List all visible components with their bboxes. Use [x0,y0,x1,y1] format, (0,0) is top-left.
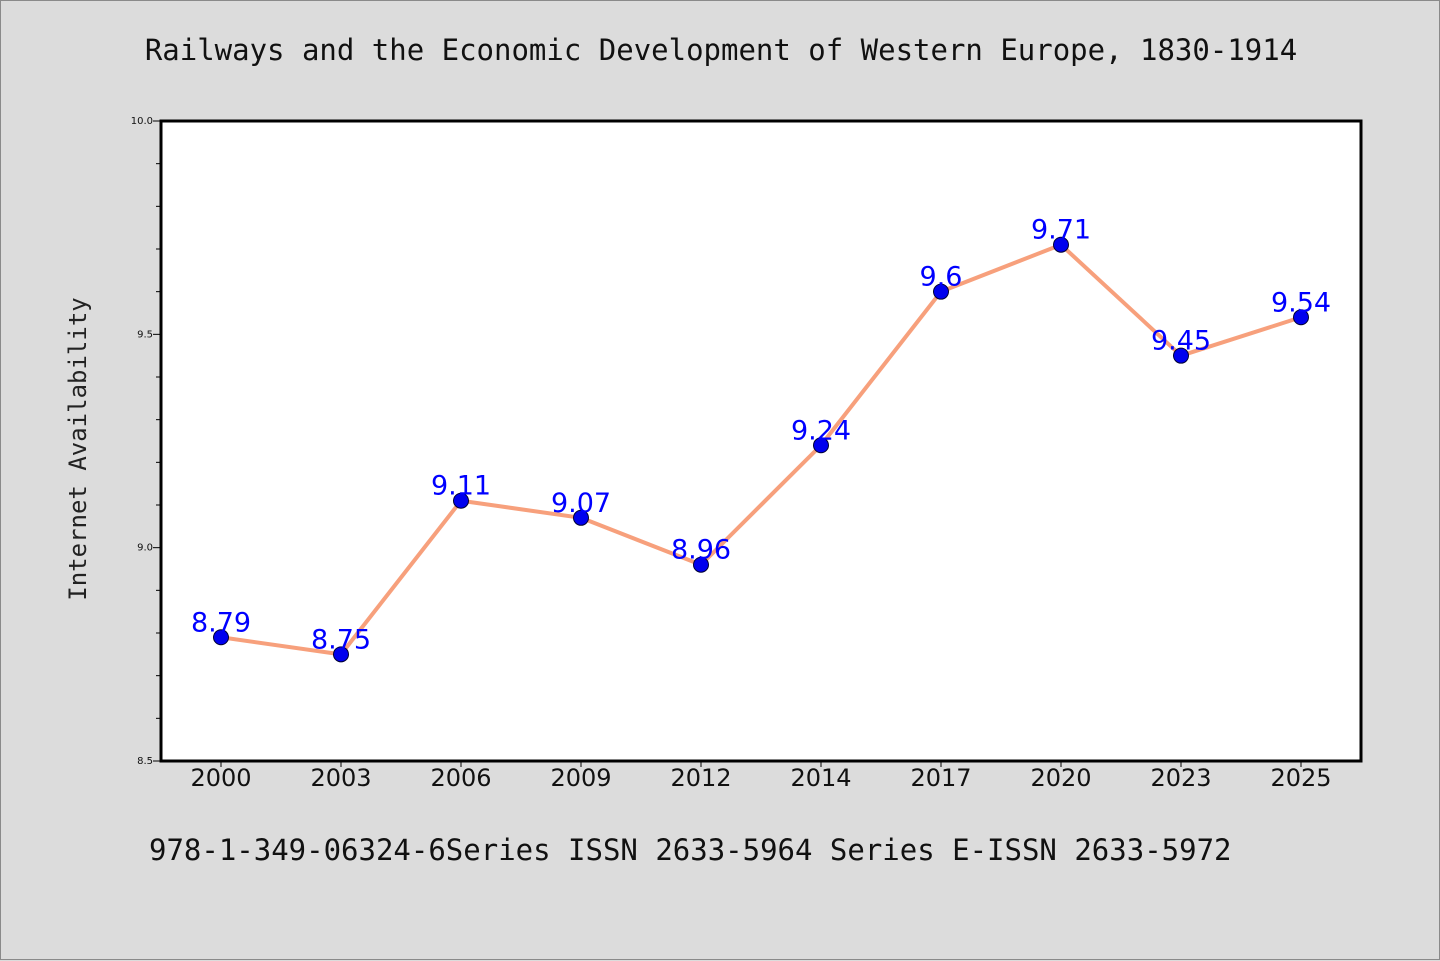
data-label: 9.71 [1031,215,1091,246]
y-tick-label: 8.5 [137,756,153,767]
data-point [933,283,949,300]
chart-title: Railways and the Economic Development of… [144,33,1298,67]
data-point [333,646,349,663]
plot-area [159,119,1363,763]
x-tick-label: 2017 [910,764,971,792]
data-point [1053,236,1069,253]
x-tick-label: 2000 [190,764,251,792]
data-point [453,492,469,509]
data-label: 9.24 [791,415,851,446]
x-axis: 2000 2003 2006 2009 2012 2014 2017 2020 2023 2025 [190,761,1332,792]
data-label: 8.79 [191,607,251,638]
series-line-group [213,236,1309,663]
data-labels-group: 8.79 8.75 9.11 9.07 8.96 9.24 9.6 9.71 9.45 9.54 [191,215,1331,656]
data-label: 9.11 [431,471,491,502]
data-label: 9.45 [1151,326,1211,357]
data-point [693,556,709,573]
y-axis: 8.5 9.0 9.5 10.0 [131,116,161,767]
y-axis-label: Internet Availability [64,297,92,600]
footer-isbn-text: 978-1-349-06324-6Series ISSN 2633-5964 S… [149,833,1232,867]
y-tick-label: 9.0 [137,543,153,554]
x-tick-label: 2009 [550,764,611,792]
y-tick-label: 10.0 [131,116,153,127]
data-point [573,509,589,526]
data-label: 8.96 [671,535,731,566]
data-label: 9.54 [1271,287,1331,318]
series-line [219,242,1303,657]
y-tick-label: 9.5 [137,329,153,340]
data-point [213,629,229,646]
data-label: 9.6 [920,262,963,293]
x-tick-label: 2012 [670,764,731,792]
data-label: 9.07 [551,488,611,519]
data-label: 8.75 [311,624,371,655]
data-point [1293,309,1309,326]
x-tick-label: 2006 [430,764,491,792]
x-tick-label: 2025 [1270,764,1331,792]
data-point [1173,347,1189,364]
x-tick-label: 2003 [310,764,371,792]
x-tick-label: 2020 [1030,764,1091,792]
x-tick-label: 2014 [790,764,851,792]
data-point [813,437,829,454]
x-tick-label: 2023 [1150,764,1211,792]
